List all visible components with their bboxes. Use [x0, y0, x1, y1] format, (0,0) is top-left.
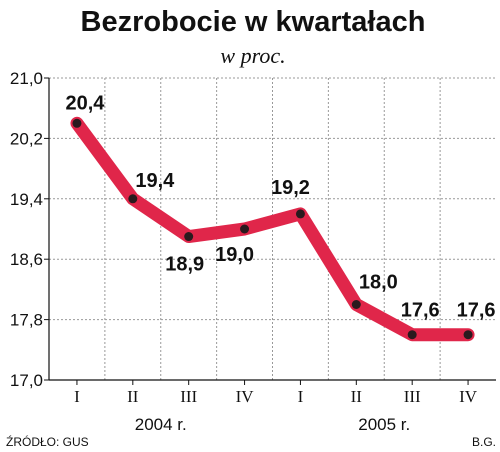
x-tick-label: III — [180, 387, 197, 406]
x-tick-label: I — [298, 387, 304, 406]
data-label: 17,6 — [401, 300, 440, 322]
y-tick-label: 20,2 — [10, 129, 43, 148]
data-point — [184, 232, 194, 242]
data-label: 20,4 — [65, 92, 105, 114]
y-tick-label: 17,0 — [10, 371, 43, 390]
data-series — [70, 116, 475, 342]
x-tick-label: IV — [236, 387, 255, 406]
year-label: 2004 r. — [135, 415, 187, 434]
y-axis-ticks: 17,0 17,8 18,6 19,4 20,2 21,0 — [10, 69, 49, 390]
data-point — [128, 194, 138, 204]
year-label: 2005 r. — [358, 415, 410, 434]
y-tick-label: 19,4 — [10, 190, 43, 209]
data-label: 18,0 — [359, 272, 398, 294]
data-point — [295, 209, 305, 219]
series-line — [70, 116, 475, 342]
data-point — [72, 118, 82, 128]
data-point — [407, 330, 417, 340]
axes — [48, 78, 496, 381]
y-tick-label: 21,0 — [10, 69, 43, 88]
x-tick-label: II — [351, 387, 363, 406]
x-tick-label: II — [127, 387, 139, 406]
chart-title: Bezrobocie w kwartałach — [81, 6, 426, 38]
data-point — [240, 224, 250, 234]
data-labels: 20,419,418,9 19,019,218,017,6 17,6 — [65, 92, 495, 321]
data-label: 19,2 — [271, 177, 310, 199]
y-tick-label: 18,6 — [10, 250, 43, 269]
x-tick-label: I — [74, 387, 80, 406]
grid — [49, 77, 496, 380]
x-tick-label: III — [404, 387, 421, 406]
chart-subtitle: w proc. — [220, 43, 285, 68]
data-label: 17,6 — [457, 300, 496, 322]
data-label: 19,0 — [215, 244, 254, 266]
data-point — [463, 330, 473, 340]
x-tick-label: IV — [459, 387, 478, 406]
y-tick-label: 17,8 — [10, 311, 43, 330]
author-note: B.G. — [472, 435, 496, 449]
data-point — [351, 300, 361, 309]
data-label: 18,9 — [165, 254, 204, 276]
source-note: ŹRÓDŁO: GUS — [6, 434, 89, 449]
data-label: 19,4 — [135, 170, 175, 192]
